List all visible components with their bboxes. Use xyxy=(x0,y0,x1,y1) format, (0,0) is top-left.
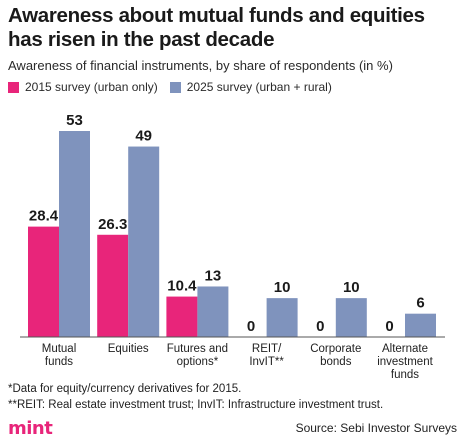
source-note: Source: Sebi Investor Surveys xyxy=(295,421,457,435)
legend-swatch-2025 xyxy=(169,81,181,93)
legend-item-2025: 2025 survey (urban + rural) xyxy=(169,80,332,94)
bar-2025-3 xyxy=(266,298,298,337)
bar-2025-1 xyxy=(128,146,160,337)
category-label-2: Futures and options* xyxy=(167,343,228,368)
footnote-derivatives: *Data for equity/currency derivatives fo… xyxy=(8,383,242,395)
data-label-2025-5: 6 xyxy=(416,295,424,312)
data-label-2015-1: 26.3 xyxy=(98,216,127,233)
category-label-5: Alternate investment funds xyxy=(377,343,433,381)
mint-logo: mint xyxy=(8,418,53,439)
legend: 2015 survey (urban only) 2025 survey (ur… xyxy=(8,80,344,94)
data-label-2015-5: 0 xyxy=(385,318,393,335)
bar-2025-2 xyxy=(197,286,229,337)
bar-2025-5 xyxy=(405,313,436,337)
data-label-2025-2: 13 xyxy=(205,267,222,284)
data-label-2015-2: 10.4 xyxy=(167,278,197,295)
footnote-reit: **REIT: Real estate investment trust; In… xyxy=(8,399,384,411)
category-label-0: Mutual funds xyxy=(42,343,77,368)
bar-2015-2 xyxy=(166,296,198,337)
data-label-2015-4: 0 xyxy=(316,318,324,335)
data-label-2025-3: 10 xyxy=(274,279,291,296)
data-label-2025-1: 49 xyxy=(135,128,152,145)
data-label-2025-0: 53 xyxy=(66,112,83,129)
chart-subtitle: Awareness of financial instruments, by s… xyxy=(8,58,393,73)
legend-item-2015: 2015 survey (urban only) xyxy=(8,80,158,94)
chart-title: Awareness about mutual funds and equitie… xyxy=(8,4,425,51)
category-label-1: Equities xyxy=(108,343,149,355)
bar-2025-4 xyxy=(335,298,367,337)
legend-swatch-2015 xyxy=(8,81,19,93)
data-label-2015-3: 0 xyxy=(247,318,255,335)
legend-label-2015: 2015 survey (urban only) xyxy=(25,80,158,94)
bar-2015-1 xyxy=(97,234,129,337)
category-label-3: REIT/InvIT** xyxy=(249,343,284,368)
legend-label-2025: 2025 survey (urban + rural) xyxy=(186,80,332,94)
data-label-2015-0: 28.4 xyxy=(29,208,59,225)
bar-2025-0 xyxy=(59,131,90,337)
bar-2015-0 xyxy=(28,226,59,337)
category-label-4: Corporate bonds xyxy=(310,343,361,368)
data-label-2025-4: 10 xyxy=(343,279,360,296)
